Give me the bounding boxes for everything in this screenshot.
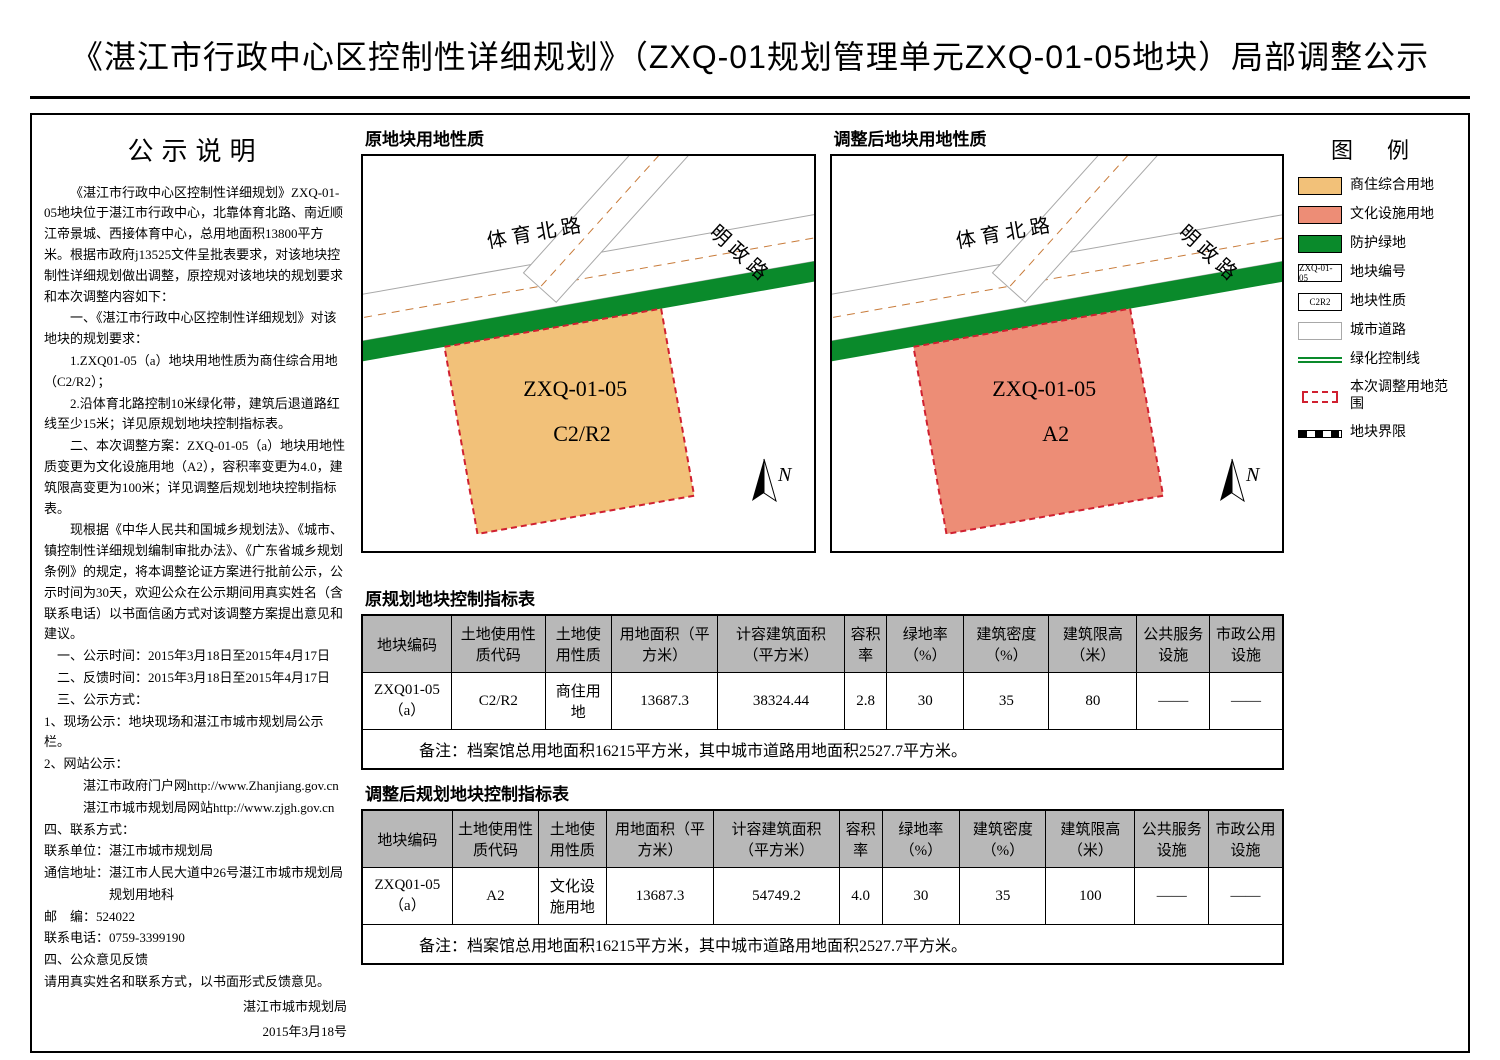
p4: 二、本次调整方案：ZXQ-01-05（a）地块用地性质变更为文化设施用地（A2）… bbox=[44, 436, 347, 519]
legend-panel: 图 例 商住综合用地文化设施用地防护绿地 ZXQ-01-05 地块编号 C2R2 地块性… bbox=[1290, 123, 1460, 1043]
p2: 1.ZXQ01-05（a）地块用地性质为商住综合用地（C2/R2）； bbox=[44, 351, 347, 393]
notice-panel: 公示说明 《湛江市行政中心区控制性详细规划》ZXQ-01-05地块位于湛江市行政… bbox=[40, 123, 355, 1043]
p0: 《湛江市行政中心区控制性详细规划》ZXQ-01-05地块位于湛江市行政中心，北靠… bbox=[44, 183, 347, 308]
svg-text:N: N bbox=[777, 464, 793, 486]
i4: 2、网站公示： bbox=[44, 754, 347, 775]
i13: 四、公众意见反馈 bbox=[44, 950, 347, 971]
i14: 请用真实姓名和联系方式，以书面形式反馈意见。 bbox=[44, 972, 347, 993]
legend-label: 地块编号 bbox=[1350, 265, 1406, 282]
legend-label: 本次调整用地范围 bbox=[1350, 380, 1456, 414]
legend-symbol bbox=[1298, 206, 1342, 224]
i12: 联系电话：0759-3399190 bbox=[44, 928, 347, 949]
table1-label: 原规划地块控制指标表 bbox=[365, 585, 1284, 610]
legend-item: ZXQ-01-05 地块编号 bbox=[1298, 264, 1456, 282]
p3: 2.沿体育北路控制10米绿化带，建筑后退道路红线至少15米；详见原规划地块控制指… bbox=[44, 394, 347, 436]
map-label-left: 原地块用地性质 bbox=[365, 125, 816, 150]
legend-label: 文化设施用地 bbox=[1350, 207, 1434, 224]
legend-label: 地块界限 bbox=[1350, 425, 1406, 442]
map-frame-left: 体 育 北 路 明 政 路 ZXQ-01-05 C2/R2 N bbox=[361, 154, 816, 553]
legend-symbol bbox=[1298, 425, 1342, 443]
legend-title: 图 例 bbox=[1298, 133, 1456, 165]
legend-label: 绿化控制线 bbox=[1350, 352, 1420, 369]
svg-text:N: N bbox=[1245, 464, 1261, 486]
legend-symbol bbox=[1298, 322, 1342, 340]
map-box-right: 调整后地块用地性质 体 育 bbox=[830, 123, 1285, 553]
map-label-right: 调整后地块用地性质 bbox=[834, 125, 1285, 150]
legend-items: 商住综合用地文化设施用地防护绿地 ZXQ-01-05 地块编号 C2R2 地块性质城市道… bbox=[1298, 177, 1456, 443]
i10: 规划用地科 bbox=[44, 885, 347, 906]
i7: 四、联系方式： bbox=[44, 820, 347, 841]
legend-symbol bbox=[1298, 177, 1342, 195]
svg-text:ZXQ-01-05: ZXQ-01-05 bbox=[992, 376, 1096, 401]
legend-symbol bbox=[1298, 351, 1342, 369]
legend-item: 文化设施用地 bbox=[1298, 206, 1456, 224]
north-arrow-icon: N bbox=[734, 451, 794, 531]
i8: 联系单位：湛江市城市规划局 bbox=[44, 841, 347, 862]
legend-symbol bbox=[1298, 388, 1342, 406]
p1: 一、《湛江市行政中心区控制性详细规划》对该地块的规划要求： bbox=[44, 308, 347, 350]
page-title: 《湛江市行政中心区控制性详细规划》（ZXQ-01规划管理单元ZXQ-01-05地… bbox=[30, 20, 1470, 99]
svg-text:ZXQ-01-05: ZXQ-01-05 bbox=[523, 376, 627, 401]
sign2: 2015年3月18号 bbox=[44, 1022, 347, 1043]
p5: 现根据《中华人民共和国城乡规划法》、《城市、镇控制性详细规划编制审批办法》、《广… bbox=[44, 520, 347, 645]
mid-column: 原地块用地性质 bbox=[355, 123, 1290, 1043]
legend-symbol: C2R2 bbox=[1298, 293, 1342, 311]
tables-area: 原规划地块控制指标表 地块编码 土地使用性质代码 土地使用性质 用地面积（平方米… bbox=[361, 575, 1284, 965]
i11: 邮 编：524022 bbox=[44, 907, 347, 928]
table2-note: 备注：档案馆总用地面积16215平方米，其中城市道路用地面积2527.7平方米。 bbox=[362, 925, 1283, 965]
table1-row: ZXQ01-05（a） C2/R2 商住用地 13687.3 38324.44 … bbox=[362, 673, 1283, 730]
map-box-left: 原地块用地性质 bbox=[361, 123, 816, 553]
i5: 湛江市政府门户网http://www.Zhanjiang.gov.cn bbox=[44, 776, 347, 797]
map-row: 原地块用地性质 bbox=[361, 123, 1284, 553]
main-frame: 公示说明 《湛江市行政中心区控制性详细规划》ZXQ-01-05地块位于湛江市行政… bbox=[30, 113, 1470, 1053]
legend-item: 地块界限 bbox=[1298, 425, 1456, 443]
table1: 地块编码 土地使用性质代码 土地使用性质 用地面积（平方米） 计容建筑面积（平方… bbox=[361, 614, 1284, 770]
svg-text:A2: A2 bbox=[1042, 421, 1069, 446]
legend-item: 商住综合用地 bbox=[1298, 177, 1456, 195]
i9: 通信地址：湛江市人民大道中26号湛江市城市规划局 bbox=[44, 863, 347, 884]
notice-heading: 公示说明 bbox=[44, 131, 347, 173]
map-frame-right: 体 育 北 路 明 政 路 ZXQ-01-05 A2 N bbox=[830, 154, 1285, 553]
legend-label: 商住综合用地 bbox=[1350, 178, 1434, 195]
i1: 二、反馈时间：2015年3月18日至2015年4月17日 bbox=[57, 668, 347, 689]
i6: 湛江市城市规划局网站http://www.zjgh.gov.cn bbox=[44, 798, 347, 819]
legend-label: 城市道路 bbox=[1350, 323, 1406, 340]
table2-row: ZXQ01-05（a） A2 文化设施用地 13687.3 54749.2 4.… bbox=[362, 868, 1283, 925]
table1-head: 地块编码 土地使用性质代码 土地使用性质 用地面积（平方米） 计容建筑面积（平方… bbox=[362, 615, 1283, 673]
svg-text:C2/R2: C2/R2 bbox=[553, 421, 610, 446]
i0: 一、公示时间：2015年3月18日至2015年4月17日 bbox=[57, 646, 347, 667]
legend-item: 防护绿地 bbox=[1298, 235, 1456, 253]
legend-symbol bbox=[1298, 235, 1342, 253]
i3: 1、现场公示：地块现场和湛江市城市规划局公示栏。 bbox=[44, 712, 347, 754]
table2: 地块编码 土地使用性质代码 土地使用性质 用地面积（平方米） 计容建筑面积（平方… bbox=[361, 809, 1284, 965]
legend-item: 本次调整用地范围 bbox=[1298, 380, 1456, 414]
table1-note: 备注：档案馆总用地面积16215平方米，其中城市道路用地面积2527.7平方米。 bbox=[362, 730, 1283, 770]
i2: 三、公示方式： bbox=[57, 690, 347, 711]
table2-label: 调整后规划地块控制指标表 bbox=[365, 780, 1284, 805]
sign1: 湛江市城市规划局 bbox=[44, 997, 347, 1018]
legend-label: 防护绿地 bbox=[1350, 236, 1406, 253]
legend-symbol: ZXQ-01-05 bbox=[1298, 264, 1342, 282]
legend-item: 城市道路 bbox=[1298, 322, 1456, 340]
legend-item: C2R2 地块性质 bbox=[1298, 293, 1456, 311]
legend-label: 地块性质 bbox=[1350, 294, 1406, 311]
legend-item: 绿化控制线 bbox=[1298, 351, 1456, 369]
north-arrow-icon: N bbox=[1202, 451, 1262, 531]
table2-head: 地块编码 土地使用性质代码 土地使用性质 用地面积（平方米） 计容建筑面积（平方… bbox=[362, 810, 1283, 868]
